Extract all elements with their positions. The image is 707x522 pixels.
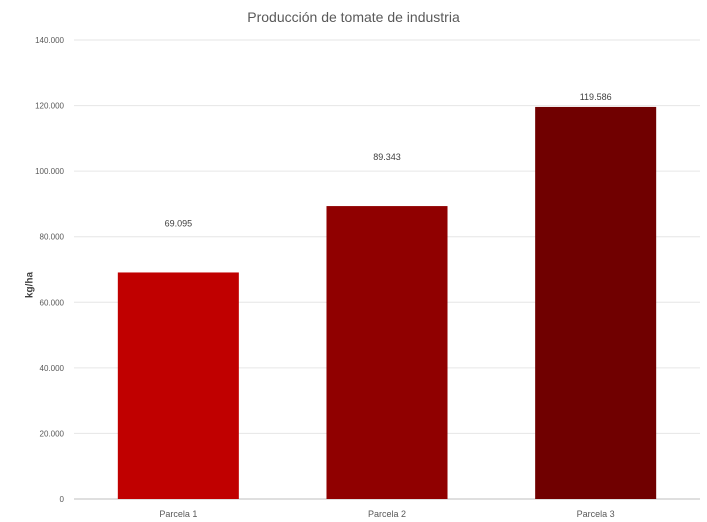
y-tick-label: 100.000 <box>35 167 64 176</box>
category-label: Parcela 3 <box>577 509 615 519</box>
y-tick-label: 20.000 <box>40 429 65 438</box>
bar <box>326 206 448 500</box>
category-label: Parcela 2 <box>368 509 406 519</box>
bar <box>117 272 239 499</box>
y-tick-label: 0 <box>60 495 65 504</box>
data-labels: 69.095 89.343 119.586 <box>165 92 612 229</box>
bars <box>117 106 657 500</box>
y-tick-label: 60.000 <box>40 298 65 307</box>
y-tick-label: 120.000 <box>35 102 64 111</box>
chart-title: Producción de tomate de industria <box>247 9 460 25</box>
y-axis-ticks: 0 20.000 40.000 60.000 80.000 100.000 120.000 1… <box>35 36 64 504</box>
data-label: 89.343 <box>373 152 401 162</box>
category-label: Parcela 1 <box>159 509 197 519</box>
category-labels: Parcela 1 Parcela 2 Parcela 3 <box>159 509 614 519</box>
data-label: 119.586 <box>580 92 612 102</box>
y-tick-label: 80.000 <box>40 233 65 242</box>
y-tick-label: 40.000 <box>40 364 65 373</box>
y-tick-label: 140.000 <box>35 36 64 45</box>
bar <box>535 106 657 499</box>
data-label: 69.095 <box>165 218 193 228</box>
